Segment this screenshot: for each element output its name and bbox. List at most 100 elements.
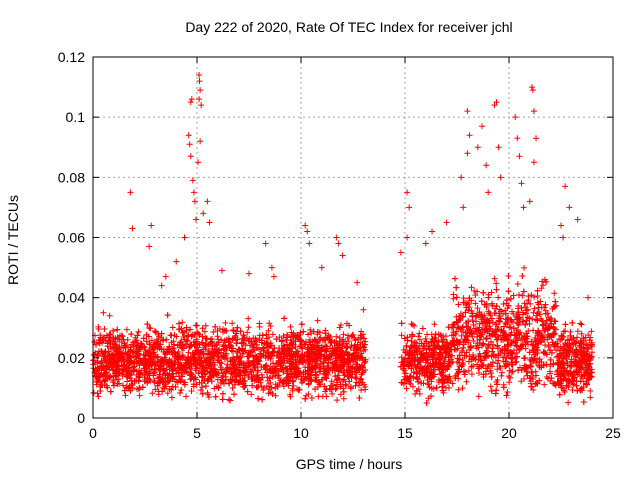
- roti-point: [262, 240, 269, 247]
- roti-point: [305, 331, 312, 338]
- roti-point: [197, 138, 204, 145]
- roti-point: [502, 310, 509, 317]
- roti-point: [195, 330, 202, 337]
- roti-point: [409, 333, 416, 340]
- roti-point: [152, 361, 159, 368]
- roti-point: [107, 388, 114, 395]
- roti-point: [144, 321, 151, 328]
- roti-point: [150, 372, 157, 379]
- roti-point: [323, 347, 330, 354]
- roti-point: [405, 363, 412, 370]
- roti-point: [587, 374, 594, 381]
- roti-point: [417, 363, 424, 370]
- roti-point: [160, 359, 167, 366]
- roti-point: [436, 350, 443, 357]
- roti-point: [270, 360, 277, 367]
- roti-point: [505, 302, 512, 309]
- roti-point: [474, 144, 481, 151]
- roti-point: [356, 345, 363, 352]
- roti-point: [497, 348, 504, 355]
- roti-point: [554, 368, 561, 375]
- roti-point: [443, 219, 450, 226]
- roti-point: [304, 228, 311, 235]
- roti-point: [404, 377, 411, 384]
- roti-point: [193, 365, 200, 372]
- roti-point: [342, 349, 349, 356]
- roti-point: [174, 342, 181, 349]
- roti-point: [155, 391, 162, 398]
- roti-point: [433, 359, 440, 366]
- roti-point: [476, 309, 483, 316]
- roti-point: [127, 387, 134, 394]
- roti-point: [339, 336, 346, 343]
- roti-point: [502, 307, 509, 314]
- roti-point: [350, 332, 357, 339]
- roti-point: [573, 382, 580, 389]
- roti-point: [229, 320, 236, 327]
- roti-point: [339, 345, 346, 352]
- roti-point: [291, 369, 298, 376]
- roti-point: [569, 319, 576, 326]
- roti-point: [218, 267, 225, 274]
- roti-point: [494, 342, 501, 349]
- roti-point: [420, 343, 427, 350]
- roti-point: [518, 366, 525, 373]
- roti-point: [107, 357, 114, 364]
- roti-point: [101, 353, 108, 360]
- roti-point: [234, 349, 241, 356]
- roti-point: [538, 315, 545, 322]
- roti-point: [300, 328, 307, 335]
- roti-point: [580, 366, 587, 373]
- roti-point: [208, 351, 215, 358]
- roti-point: [558, 370, 565, 377]
- roti-point: [491, 331, 498, 338]
- roti-point: [580, 378, 587, 385]
- roti-point: [444, 365, 451, 372]
- roti-point: [107, 339, 114, 346]
- roti-point: [492, 310, 499, 317]
- roti-point: [97, 371, 104, 378]
- roti-point: [187, 153, 194, 160]
- roti-point: [460, 204, 467, 211]
- roti-point: [513, 349, 520, 356]
- roti-point: [483, 335, 490, 342]
- roti-point: [471, 288, 478, 295]
- roti-point: [164, 312, 171, 319]
- roti-point: [560, 328, 567, 335]
- roti-point: [289, 345, 296, 352]
- roti-point: [481, 301, 488, 308]
- roti-point: [460, 344, 467, 351]
- roti-point: [141, 356, 148, 363]
- roti-point: [253, 376, 260, 383]
- roti-point: [220, 343, 227, 350]
- roti-point: [284, 357, 291, 364]
- roti-point: [144, 359, 151, 366]
- roti-point: [194, 329, 201, 336]
- roti-point: [295, 335, 302, 342]
- roti-point: [483, 162, 490, 169]
- roti-point: [569, 387, 576, 394]
- roti-point: [287, 358, 294, 365]
- roti-point: [125, 365, 132, 372]
- roti-point: [95, 365, 102, 372]
- roti-point: [578, 339, 585, 346]
- roti-point: [530, 347, 537, 354]
- roti-point: [228, 370, 235, 377]
- roti-point: [512, 114, 519, 121]
- roti-point: [344, 334, 351, 341]
- roti-point: [194, 349, 201, 356]
- roti-point: [527, 363, 534, 370]
- roti-point: [491, 275, 498, 282]
- roti-point: [358, 376, 365, 383]
- roti-point: [445, 362, 452, 369]
- roti-point: [397, 249, 404, 256]
- roti-point: [305, 353, 312, 360]
- roti-point: [172, 383, 179, 390]
- roti-point: [514, 280, 521, 287]
- roti-point: [518, 180, 525, 187]
- roti-point: [192, 361, 199, 368]
- roti-point: [260, 386, 267, 393]
- roti-point: [529, 316, 536, 323]
- roti-point: [538, 339, 545, 346]
- roti-point: [489, 331, 496, 338]
